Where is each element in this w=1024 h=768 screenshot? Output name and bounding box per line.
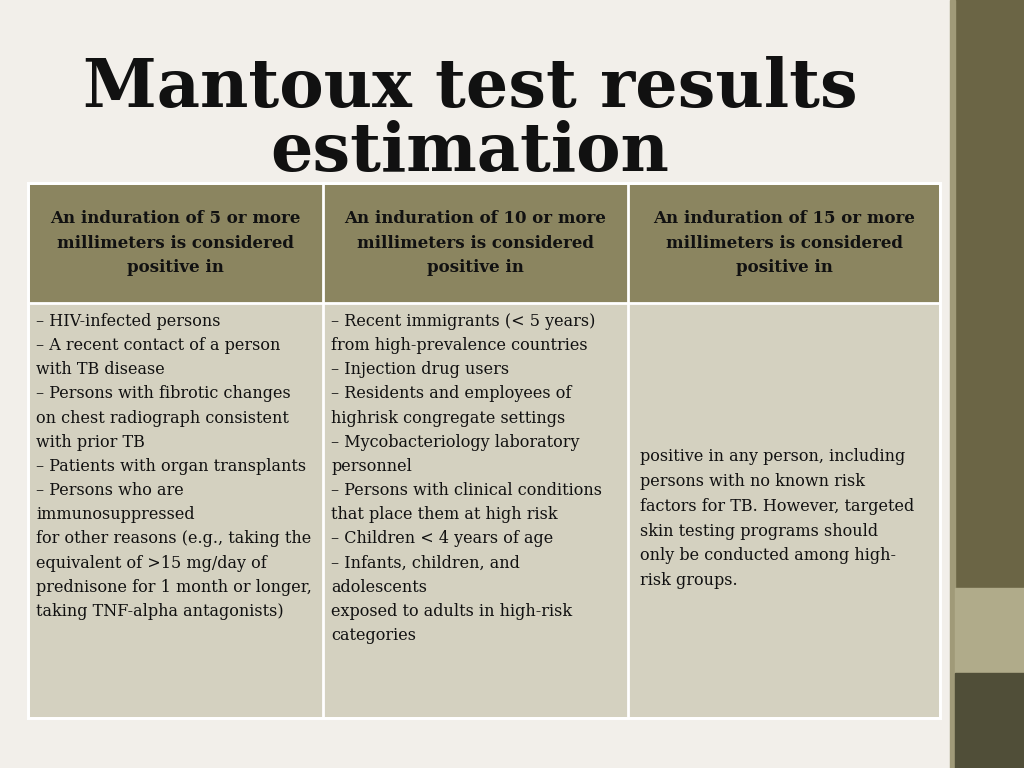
Bar	[950, 0, 955, 768]
Bar	[955, 673, 1024, 768]
Bar	[628, 183, 940, 303]
Bar	[0, 83, 900, 121]
Bar	[0, 204, 900, 243]
Bar	[0, 730, 900, 768]
Bar	[0, 689, 900, 727]
Bar	[0, 366, 900, 404]
Text: An induration of 10 or more
millimeters is considered
positive in: An induration of 10 or more millimeters …	[344, 210, 606, 276]
Text: Mantoux test results: Mantoux test results	[83, 55, 857, 121]
Text: – HIV-infected persons
– A recent contact of a person
with TB disease
– Persons : – HIV-infected persons – A recent contac…	[36, 313, 312, 620]
Text: estimation: estimation	[270, 121, 670, 186]
Bar	[323, 183, 628, 303]
Bar	[0, 608, 900, 647]
Bar	[0, 528, 900, 566]
Bar	[0, 164, 900, 202]
Text: An induration of 15 or more
millimeters is considered
positive in: An induration of 15 or more millimeters …	[653, 210, 914, 276]
Bar	[0, 406, 900, 445]
Bar	[0, 2, 900, 41]
Bar	[0, 285, 900, 323]
Bar	[28, 183, 940, 718]
Bar	[955, 0, 1024, 768]
Bar	[323, 303, 628, 718]
Text: – Recent immigrants (< 5 years)
from high-prevalence countries
– Injection drug : – Recent immigrants (< 5 years) from hig…	[331, 313, 602, 644]
Bar	[28, 183, 323, 303]
Bar	[0, 487, 900, 525]
Bar	[0, 124, 900, 162]
Bar	[0, 244, 900, 283]
Bar	[0, 326, 900, 364]
Text: positive in any person, including
persons with no known risk
factors for TB. How: positive in any person, including person…	[640, 449, 914, 589]
Text: An induration of 5 or more
millimeters is considered
positive in: An induration of 5 or more millimeters i…	[50, 210, 301, 276]
Bar	[628, 303, 940, 718]
Bar	[0, 42, 900, 81]
Bar	[955, 588, 1024, 678]
Bar	[0, 649, 900, 687]
Bar	[0, 447, 900, 485]
Bar	[28, 303, 323, 718]
Bar	[0, 568, 900, 606]
